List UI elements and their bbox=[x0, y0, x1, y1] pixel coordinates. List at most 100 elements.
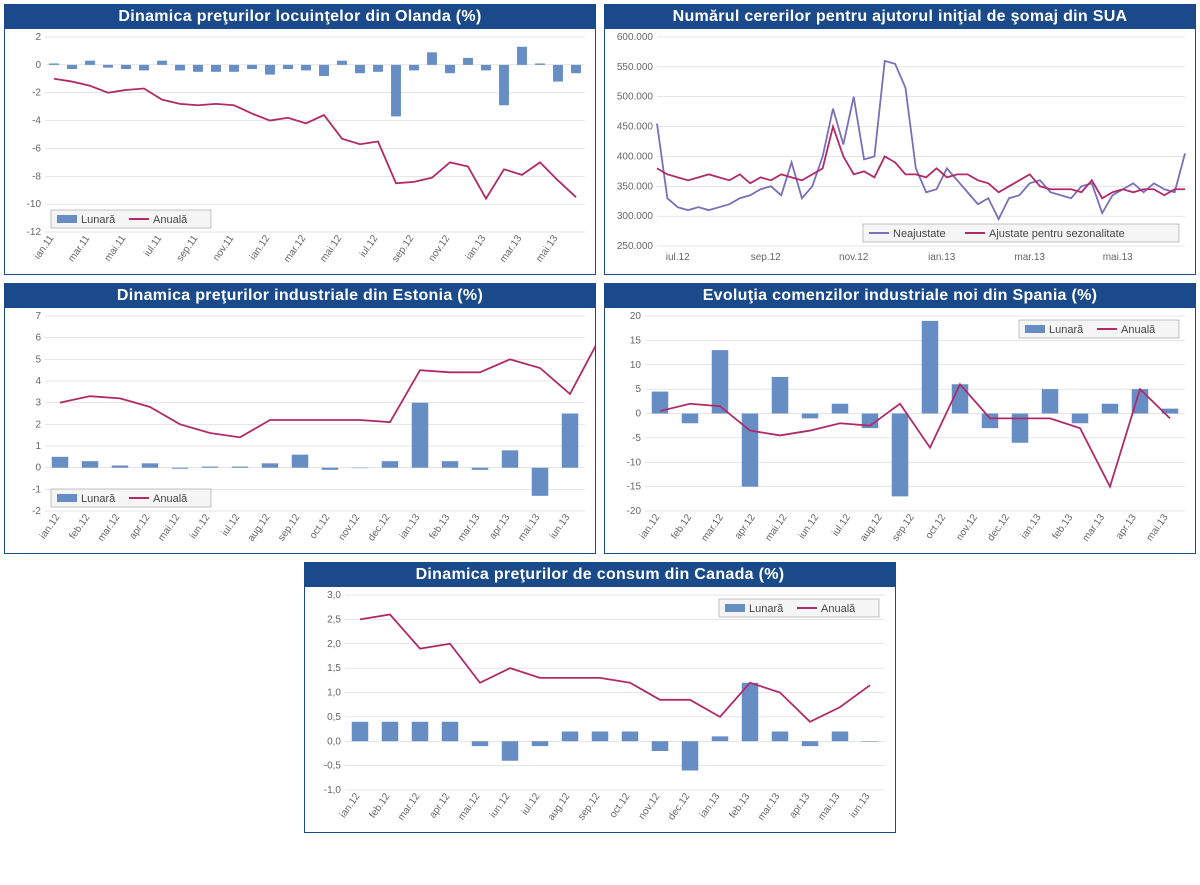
svg-text:2,5: 2,5 bbox=[327, 614, 341, 625]
svg-text:sep.12: sep.12 bbox=[751, 252, 781, 263]
chart-estonia: -2-101234567ian.12feb.12mar.12apr.12mai.… bbox=[5, 308, 595, 553]
svg-text:2: 2 bbox=[35, 32, 41, 43]
svg-text:2,0: 2,0 bbox=[327, 639, 341, 650]
title-canada: Dinamica preţurilor de consum din Canada… bbox=[305, 563, 895, 587]
svg-text:0: 0 bbox=[35, 60, 41, 71]
svg-text:apr.13: apr.13 bbox=[1114, 512, 1139, 541]
svg-text:iul.12: iul.12 bbox=[220, 512, 243, 538]
svg-text:iul.11: iul.11 bbox=[142, 233, 165, 259]
svg-text:apr.13: apr.13 bbox=[787, 791, 812, 820]
svg-text:dec.12: dec.12 bbox=[366, 512, 392, 543]
svg-text:mar.13: mar.13 bbox=[498, 233, 525, 265]
svg-text:-5: -5 bbox=[632, 433, 641, 444]
svg-text:Lunară: Lunară bbox=[1049, 324, 1084, 336]
chart-olanda: -12-10-8-6-4-202ian.11mar.11mai.11iul.11… bbox=[5, 29, 595, 274]
svg-text:mar.13: mar.13 bbox=[1014, 252, 1045, 263]
svg-text:10: 10 bbox=[630, 360, 642, 371]
svg-text:Lunară: Lunară bbox=[749, 603, 784, 615]
svg-text:Anuală: Anuală bbox=[153, 493, 188, 505]
svg-text:ian.12: ian.12 bbox=[638, 512, 663, 541]
svg-text:-12: -12 bbox=[27, 227, 42, 238]
svg-text:sep.12: sep.12 bbox=[890, 512, 916, 543]
svg-text:mai.13: mai.13 bbox=[534, 233, 560, 264]
svg-text:iun.13: iun.13 bbox=[848, 791, 873, 820]
svg-text:aug.12: aug.12 bbox=[246, 512, 273, 544]
svg-text:3: 3 bbox=[35, 398, 41, 409]
svg-text:1,0: 1,0 bbox=[327, 688, 341, 699]
svg-text:250.000: 250.000 bbox=[617, 241, 654, 252]
svg-text:-6: -6 bbox=[32, 143, 41, 154]
svg-text:nov.12: nov.12 bbox=[427, 233, 453, 264]
svg-text:dec.12: dec.12 bbox=[666, 791, 692, 822]
svg-text:ian.13: ian.13 bbox=[698, 791, 723, 820]
svg-text:15: 15 bbox=[630, 335, 642, 346]
svg-text:feb.12: feb.12 bbox=[67, 512, 92, 541]
svg-text:oct.12: oct.12 bbox=[308, 512, 333, 541]
svg-text:20: 20 bbox=[630, 311, 642, 322]
svg-text:Lunară: Lunară bbox=[81, 493, 116, 505]
svg-text:feb.13: feb.13 bbox=[727, 791, 752, 820]
svg-text:ian.13: ian.13 bbox=[464, 233, 489, 262]
svg-text:mar.13: mar.13 bbox=[1081, 512, 1108, 544]
svg-text:-10: -10 bbox=[27, 199, 42, 210]
svg-text:ian.12: ian.12 bbox=[338, 791, 363, 820]
svg-text:-2: -2 bbox=[32, 88, 41, 99]
svg-text:Anuală: Anuală bbox=[153, 214, 188, 226]
svg-text:-1: -1 bbox=[32, 484, 41, 495]
svg-text:Lunară: Lunară bbox=[81, 214, 116, 226]
svg-text:-4: -4 bbox=[32, 116, 41, 127]
svg-text:ian.12: ian.12 bbox=[38, 512, 63, 541]
title-spania: Evoluţia comenzilor industriale noi din … bbox=[605, 284, 1195, 308]
svg-text:ian.12: ian.12 bbox=[248, 233, 273, 262]
svg-text:mai.13: mai.13 bbox=[516, 512, 542, 543]
svg-text:5: 5 bbox=[35, 354, 41, 365]
svg-text:6: 6 bbox=[35, 333, 41, 344]
svg-text:ian.13: ian.13 bbox=[398, 512, 423, 541]
svg-text:1: 1 bbox=[35, 441, 41, 452]
svg-text:iul.12: iul.12 bbox=[666, 252, 690, 263]
svg-text:nov.12: nov.12 bbox=[839, 252, 869, 263]
svg-text:oct.12: oct.12 bbox=[608, 791, 633, 820]
svg-text:300.000: 300.000 bbox=[617, 211, 654, 222]
svg-text:feb.12: feb.12 bbox=[367, 791, 392, 820]
title-estonia: Dinamica preţurilor industriale din Esto… bbox=[5, 284, 595, 308]
svg-text:iul.12: iul.12 bbox=[830, 512, 853, 538]
svg-text:-2: -2 bbox=[32, 506, 41, 517]
svg-text:nov.12: nov.12 bbox=[637, 791, 663, 822]
svg-text:450.000: 450.000 bbox=[617, 122, 654, 133]
title-sua: Numărul cererilor pentru ajutorul iniţia… bbox=[605, 5, 1195, 29]
svg-text:-1,0: -1,0 bbox=[324, 785, 342, 796]
svg-text:iul.12: iul.12 bbox=[358, 233, 381, 259]
panel-olanda: Dinamica preţurilor locuinţelor din Olan… bbox=[4, 4, 596, 275]
svg-text:2: 2 bbox=[35, 419, 41, 430]
svg-text:4: 4 bbox=[35, 376, 41, 387]
svg-text:500.000: 500.000 bbox=[617, 92, 654, 103]
svg-text:ian.13: ian.13 bbox=[1019, 512, 1044, 541]
svg-text:sep.11: sep.11 bbox=[175, 233, 201, 264]
svg-text:ian.13: ian.13 bbox=[928, 252, 956, 263]
panel-estonia: Dinamica preţurilor industriale din Esto… bbox=[4, 283, 596, 554]
svg-text:350.000: 350.000 bbox=[617, 181, 654, 192]
svg-text:mai.12: mai.12 bbox=[763, 512, 789, 543]
svg-text:-10: -10 bbox=[627, 457, 642, 468]
svg-text:Neajustate: Neajustate bbox=[893, 228, 946, 240]
svg-text:sep.12: sep.12 bbox=[276, 512, 302, 543]
svg-text:-20: -20 bbox=[627, 506, 642, 517]
svg-text:-8: -8 bbox=[32, 171, 41, 182]
title-olanda: Dinamica preţurilor locuinţelor din Olan… bbox=[5, 5, 595, 29]
svg-text:-15: -15 bbox=[627, 482, 642, 493]
svg-text:mai.11: mai.11 bbox=[103, 233, 129, 264]
svg-text:iul.12: iul.12 bbox=[520, 791, 543, 817]
svg-text:sep.12: sep.12 bbox=[576, 791, 602, 822]
svg-text:dec.12: dec.12 bbox=[986, 512, 1012, 543]
svg-text:Anuală: Anuală bbox=[1121, 324, 1156, 336]
svg-text:iun.12: iun.12 bbox=[797, 512, 822, 541]
svg-text:mar.12: mar.12 bbox=[396, 791, 423, 823]
chart-canada: -1,0-0,50,00,51,01,52,02,53,0ian.12feb.1… bbox=[305, 587, 895, 832]
svg-text:feb.12: feb.12 bbox=[669, 512, 694, 541]
svg-text:iun.13: iun.13 bbox=[548, 512, 573, 541]
svg-text:apr.12: apr.12 bbox=[427, 791, 452, 820]
svg-text:mar.12: mar.12 bbox=[282, 233, 309, 265]
svg-text:feb.13: feb.13 bbox=[427, 512, 452, 541]
svg-text:nov.12: nov.12 bbox=[337, 512, 363, 543]
